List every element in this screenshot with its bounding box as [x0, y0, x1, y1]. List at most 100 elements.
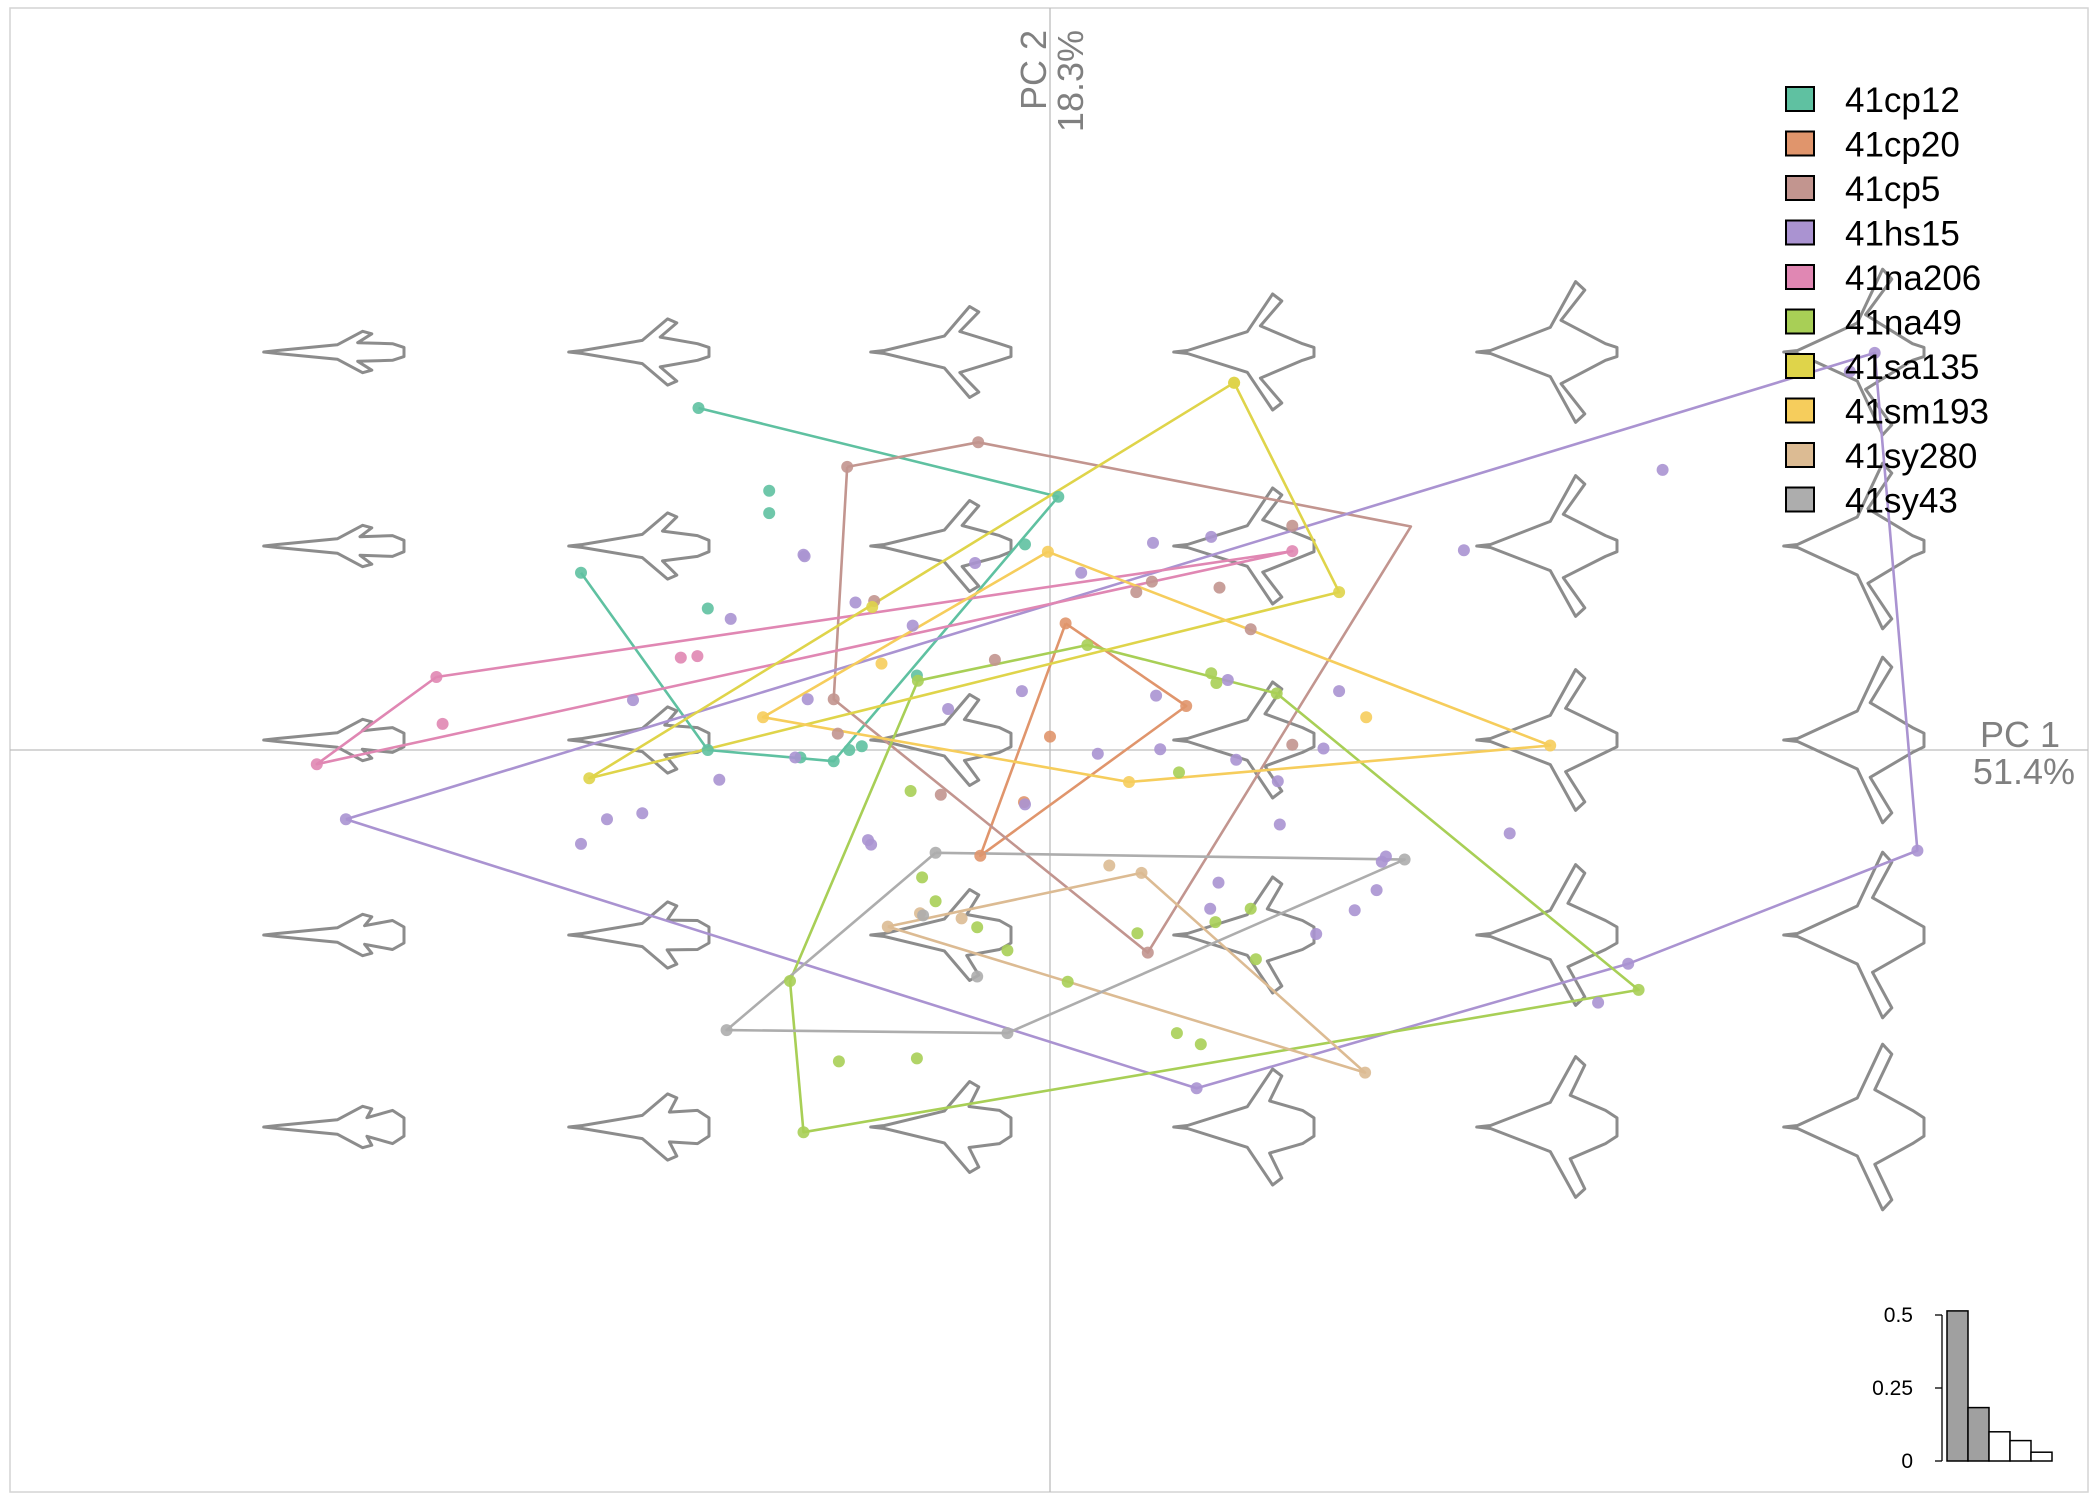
point-41na49 [1170, 1027, 1183, 1040]
point-41na206 [691, 650, 704, 663]
morphospace-shape [1782, 655, 1926, 825]
hull-41cp12 [579, 406, 1060, 763]
point-41hs15 [627, 694, 639, 707]
legend-swatch-41cp12 [1785, 86, 1815, 112]
eigenvalue-bar [2030, 1451, 2053, 1462]
eigenvalue-barplot: 0.5 0.25 0 [1872, 1304, 2053, 1473]
legend-label-41cp12: 41cp12 [1845, 81, 1960, 120]
point-41cp12 [763, 484, 776, 497]
legend-swatch-41na206 [1785, 264, 1815, 290]
point-41hs15 [1310, 928, 1323, 940]
point-41cp20 [1059, 617, 1072, 630]
point-41na206 [310, 758, 323, 771]
point-41sm193 [1041, 545, 1054, 558]
point-41hs15 [797, 548, 810, 561]
pc2-label: PC 2 [1013, 30, 1054, 110]
point-41na49 [971, 921, 984, 934]
morphospace-shape [567, 511, 711, 581]
legend-label-41hs15: 41hs15 [1845, 215, 1960, 254]
point-41na49 [1001, 944, 1014, 957]
point-41hs15 [1911, 844, 1924, 857]
point-41hs15 [1091, 747, 1104, 760]
morphospace-shape [1172, 680, 1316, 800]
eigenvalue-tick-label: 0 [1901, 1450, 1913, 1473]
point-41hs15 [1212, 876, 1225, 889]
point-41na49 [911, 674, 924, 687]
point-41hs15 [906, 619, 919, 632]
point-41cp5 [1244, 623, 1257, 636]
point-41hs15 [1154, 743, 1167, 756]
point-41cp5 [988, 653, 1001, 666]
pc2-variance: 18.3% [1050, 30, 1091, 132]
point-41hs15 [1150, 689, 1163, 702]
point-41hs15 [713, 773, 726, 786]
point-41na49 [916, 871, 929, 884]
point-41sy43 [929, 846, 942, 859]
point-41cp12 [763, 507, 776, 520]
point-41cp12 [692, 402, 705, 414]
morphospace-shape [262, 717, 406, 763]
point-41hs15 [1221, 674, 1234, 686]
point-41hs15 [1457, 544, 1470, 557]
morphospace-shape [869, 499, 1013, 593]
point-41sy43 [971, 970, 984, 983]
legend-label-41sa135: 41sa135 [1845, 348, 1979, 387]
point-41hs15 [636, 807, 649, 820]
point-41sy280 [1359, 1066, 1372, 1079]
morphospace-shape [1475, 280, 1619, 424]
legend-label-41cp20: 41cp20 [1845, 126, 1960, 165]
point-41cp20 [1044, 730, 1056, 743]
point-41sm193 [757, 711, 769, 724]
morphospace-shape [1172, 486, 1316, 606]
point-41cp20 [974, 849, 987, 862]
hull-41na206 [315, 549, 1294, 766]
point-41na49 [910, 1052, 923, 1065]
point-41sa135 [583, 772, 596, 785]
point-41sa135 [1228, 376, 1241, 389]
point-41na49 [1249, 953, 1262, 966]
point-41hs15 [1205, 530, 1218, 543]
point-41na206 [430, 671, 443, 683]
point-41sm193 [1360, 711, 1373, 724]
point-41sa135 [1333, 586, 1346, 599]
morphospace-shape [1782, 1042, 1926, 1212]
point-41na49 [1632, 983, 1645, 996]
hull-41sa135 [588, 381, 1341, 780]
point-41sy280 [1135, 866, 1148, 879]
point-41na49 [1173, 766, 1185, 779]
point-41na49 [1061, 975, 1074, 988]
morphospace-shape [567, 317, 711, 387]
morphospace-shape [869, 1080, 1013, 1174]
point-41na49 [1270, 687, 1283, 700]
point-41na206 [436, 717, 449, 730]
point-41hs15 [724, 612, 737, 625]
point-41sy280 [1103, 859, 1116, 872]
legend-label-41sy280: 41sy280 [1845, 437, 1977, 476]
morphospace-shape [1172, 292, 1316, 412]
point-41hs15 [1503, 827, 1516, 840]
point-41hs15 [1271, 775, 1284, 788]
eigenvalue-tick-label: 0.25 [1872, 1377, 1913, 1400]
point-41sm193 [1544, 739, 1557, 752]
eigenvalue-tick-label: 0.5 [1884, 1304, 1913, 1327]
point-41cp5 [1145, 575, 1158, 588]
morphospace-shape [1782, 267, 1926, 437]
legend-swatch-41sy43 [1785, 486, 1815, 513]
point-41na49 [832, 1055, 845, 1068]
point-41na49 [1194, 1038, 1207, 1051]
point-41na49 [904, 785, 917, 797]
point-41cp5 [934, 788, 947, 801]
point-41hs15 [969, 557, 982, 569]
legend-swatch-41sm193 [1785, 397, 1815, 424]
hull-41cp5 [832, 441, 1413, 954]
morphospace-shape [262, 1104, 406, 1150]
point-41hs15 [1375, 855, 1388, 868]
pc1-variance: 51.4% [1973, 751, 2075, 792]
point-41cp12 [827, 755, 840, 768]
point-41cp12 [1019, 538, 1031, 551]
eigenvalue-bar [1967, 1406, 1990, 1462]
point-41na49 [1131, 927, 1144, 940]
morphospace-shape [262, 912, 406, 958]
point-41na206 [1286, 545, 1299, 558]
